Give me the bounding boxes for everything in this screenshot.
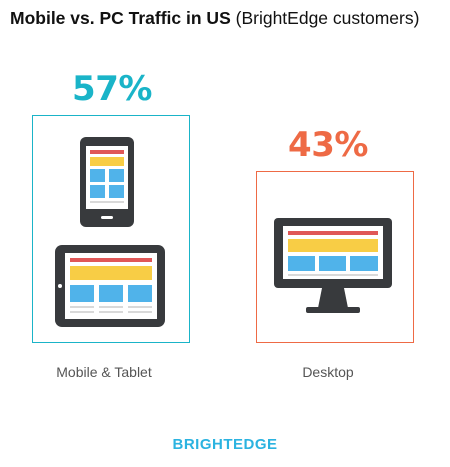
- chart-title-subtitle: (BrightEdge customers): [235, 8, 420, 28]
- chart-title-bold: Mobile vs. PC Traffic in US: [10, 8, 231, 28]
- category-label-desktop: Desktop: [302, 364, 354, 380]
- chart-title: Mobile vs. PC Traffic in US (BrightEdge …: [10, 7, 446, 29]
- phone-icon: [80, 137, 134, 227]
- desktop-monitor-icon: [274, 218, 392, 313]
- brightedge-logo: BRIGHTEDGE: [172, 436, 278, 453]
- value-label-desktop: 43%: [288, 125, 368, 165]
- value-label-mobile-tablet: 57%: [72, 69, 152, 109]
- tablet-icon: [55, 245, 165, 327]
- category-label-mobile-tablet: Mobile & Tablet: [56, 364, 152, 380]
